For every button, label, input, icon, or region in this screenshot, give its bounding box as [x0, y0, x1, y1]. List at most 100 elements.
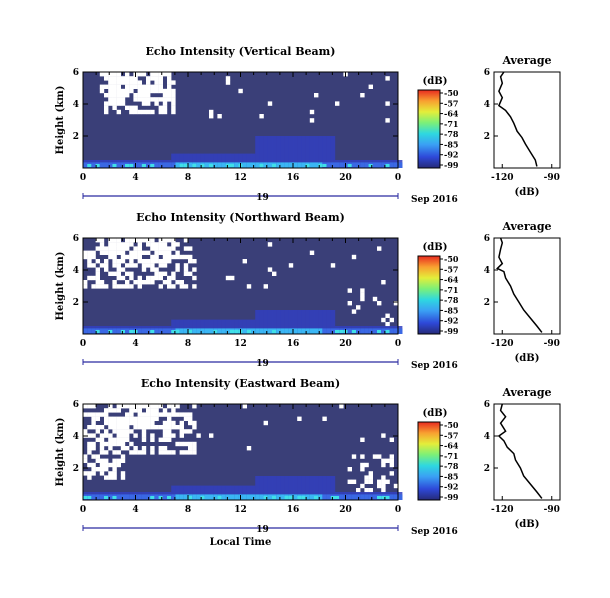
- missing-cell: [95, 238, 100, 243]
- echo-band: [200, 485, 205, 500]
- missing-cell: [112, 416, 117, 421]
- y-tick-label: 6: [73, 234, 79, 244]
- missing-cell: [179, 429, 184, 434]
- missing-cell: [91, 420, 96, 426]
- missing-cell: [95, 280, 100, 285]
- missing-cell: [381, 462, 386, 468]
- missing-cell: [141, 425, 147, 430]
- echo-strong: [377, 330, 382, 333]
- x-tick-label: 20: [339, 339, 352, 349]
- missing-cell: [108, 246, 113, 251]
- missing-cell: [108, 441, 113, 447]
- missing-cell: [141, 404, 147, 409]
- echo-low: [242, 494, 247, 500]
- missing-cell: [99, 441, 105, 447]
- missing-cell: [108, 242, 113, 247]
- echo-band: [192, 319, 197, 334]
- missing-cell: [108, 416, 113, 421]
- missing-cell: [137, 254, 142, 260]
- echo-low: [255, 162, 260, 168]
- missing-cell: [120, 97, 126, 102]
- missing-cell: [158, 450, 163, 455]
- missing-cell: [183, 271, 189, 276]
- echo-low: [217, 328, 222, 334]
- missing-cell: [146, 250, 151, 255]
- echo-low: [183, 494, 189, 500]
- colorbar-tick-label: -85: [444, 305, 458, 315]
- echo-band: [242, 485, 247, 500]
- missing-cell: [272, 271, 277, 276]
- missing-cell: [104, 408, 109, 413]
- missing-cell: [120, 425, 126, 430]
- echo-band: [255, 476, 260, 500]
- missing-cell: [99, 72, 105, 77]
- missing-cell: [91, 254, 96, 260]
- missing-cell: [167, 88, 172, 94]
- echo-strong: [385, 330, 390, 333]
- profile-x-tick-label: -120: [491, 505, 514, 515]
- missing-cell: [95, 458, 100, 463]
- missing-cell: [150, 263, 155, 268]
- echo-band: [318, 136, 323, 168]
- echo-strong: [167, 496, 172, 499]
- missing-cell: [87, 433, 92, 438]
- missing-cell: [108, 250, 113, 255]
- missing-cell: [99, 246, 105, 251]
- missing-cell: [183, 412, 189, 417]
- missing-cell: [150, 88, 155, 94]
- echo-strong: [192, 164, 197, 167]
- missing-cell: [129, 105, 134, 110]
- missing-cell: [188, 446, 193, 451]
- missing-cell: [133, 420, 138, 426]
- missing-cell: [104, 441, 109, 447]
- echo-strong: [297, 496, 302, 499]
- profile-y-tick-label: 2: [484, 464, 490, 474]
- colorbar-tick-label: -50: [444, 420, 459, 430]
- echo-low: [326, 162, 331, 168]
- missing-cell: [125, 72, 130, 77]
- echo-low: [330, 328, 336, 334]
- missing-cell: [188, 254, 193, 260]
- missing-cell: [162, 420, 168, 426]
- missing-cell: [125, 88, 130, 94]
- echo-band: [234, 485, 239, 500]
- missing-cell: [398, 454, 403, 459]
- missing-cell: [146, 88, 151, 94]
- echo-low: [225, 328, 231, 334]
- missing-cell: [146, 280, 151, 285]
- profile-y-tick-label: 2: [484, 298, 490, 308]
- missing-cell: [167, 429, 172, 434]
- missing-cell: [112, 408, 117, 413]
- echo-low: [381, 162, 386, 168]
- missing-cell: [364, 462, 369, 468]
- echo-band: [322, 476, 327, 500]
- missing-cell: [389, 317, 394, 323]
- echo-band: [280, 310, 285, 334]
- missing-cell: [372, 454, 378, 459]
- missing-cell: [141, 280, 147, 285]
- missing-cell: [141, 101, 147, 106]
- echo-band: [183, 319, 189, 334]
- missing-cell: [398, 475, 403, 480]
- missing-cell: [87, 425, 92, 430]
- missing-cell: [141, 238, 147, 243]
- missing-cell: [91, 416, 96, 421]
- missing-cell: [87, 446, 92, 451]
- colorbar-title: (dB): [423, 408, 448, 419]
- echo-band: [221, 485, 226, 500]
- colorbar: [417, 421, 441, 501]
- missing-cell: [112, 458, 117, 463]
- missing-cell: [116, 408, 121, 413]
- missing-cell: [141, 263, 147, 268]
- missing-cell: [116, 259, 121, 264]
- echo-strong: [335, 496, 340, 499]
- missing-cell: [158, 412, 163, 417]
- missing-cell: [263, 420, 268, 426]
- echo-band: [196, 485, 201, 500]
- missing-cell: [108, 404, 113, 409]
- echo-low: [129, 494, 134, 500]
- echo-band: [284, 476, 289, 500]
- echo-band: [242, 319, 247, 334]
- missing-cell: [288, 263, 294, 268]
- missing-cell: [141, 259, 147, 264]
